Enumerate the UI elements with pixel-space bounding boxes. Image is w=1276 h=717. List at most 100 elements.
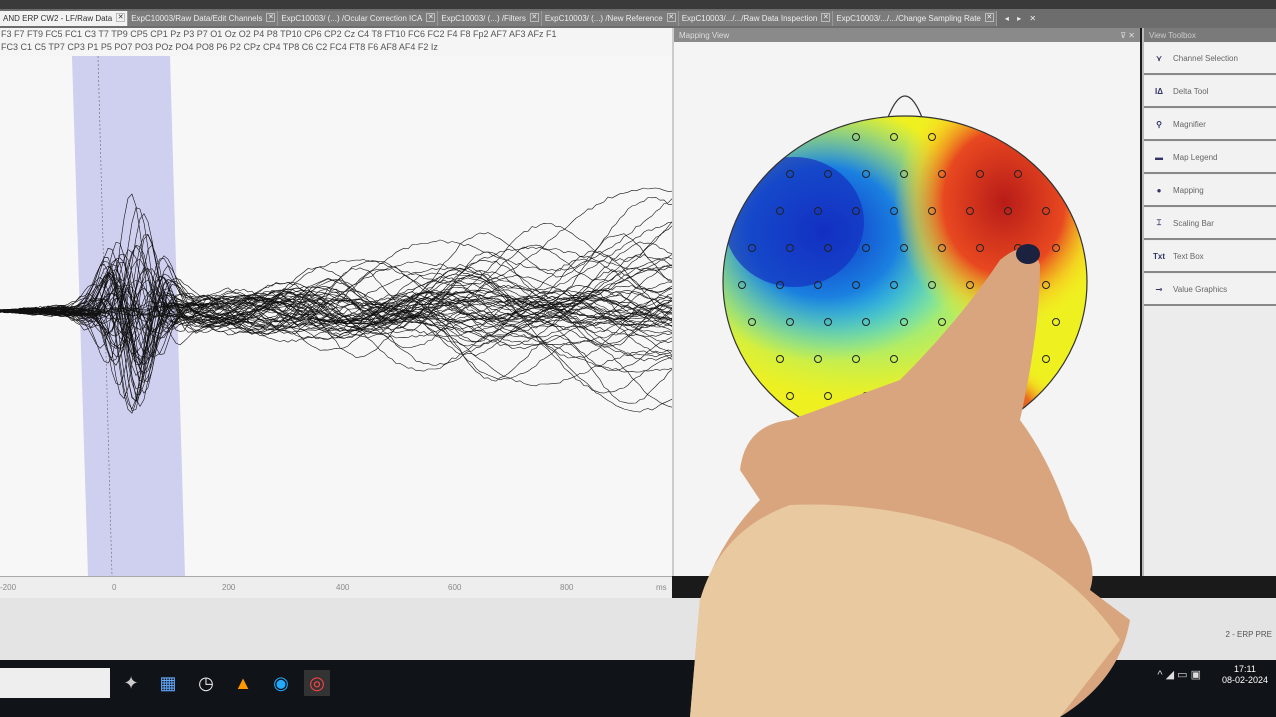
channel-list-line-1: F3 F7 FT9 FC5 FC1 C3 T7 TP9 CP5 CP1 Pz P… — [1, 29, 557, 39]
close-tab-icon[interactable]: ✕ — [266, 13, 276, 22]
channel-trace — [0, 248, 673, 408]
electrode-marker — [814, 207, 822, 215]
toolbox-item[interactable]: ⌶ Scaling Bar — [1144, 208, 1276, 240]
tick-label: 400 — [336, 583, 350, 592]
tab-navigation[interactable]: ◂ ▸ ✕ — [1004, 14, 1040, 23]
electrode-marker — [890, 207, 898, 215]
toolbox-item-label: Mapping — [1173, 185, 1204, 195]
toolbox-item-label: Value Graphics — [1173, 284, 1228, 294]
tab-label: ExpC10003/.../.../Change Sampling Rate — [836, 14, 981, 23]
tab[interactable]: ExpC10003/ (...) /Ocular Correction ICA ✕ — [278, 11, 439, 26]
toolbox-item-label: Magnifier — [1173, 119, 1206, 129]
channel-trace — [0, 257, 673, 360]
scaling-bar-icon: ⌶ — [1156, 218, 1162, 227]
channel-trace — [0, 299, 673, 323]
toolbox-item[interactable]: ⚲ Magnifier — [1144, 109, 1276, 141]
toolbox-item[interactable]: IΔ Delta Tool — [1144, 76, 1276, 108]
tick-label: -200 — [0, 583, 17, 592]
electrode-marker — [890, 133, 898, 141]
erp-butterfly-plot[interactable] — [0, 55, 673, 577]
magnifier-icon: ⚲ — [1156, 119, 1162, 129]
channel-trace — [0, 250, 673, 395]
app-icon[interactable]: ✦ — [123, 672, 139, 693]
pane-controls[interactable]: ⊽ ✕ — [1120, 31, 1135, 40]
electrode-marker — [1014, 170, 1022, 178]
tick-label: 0 — [112, 583, 117, 592]
clock[interactable]: 17:11 08-02-2024 — [1222, 664, 1268, 686]
close-tab-icon[interactable]: ✕ — [426, 13, 436, 22]
channel-trace — [0, 221, 673, 376]
toolbox-item[interactable]: ▬ Map Legend — [1144, 142, 1276, 174]
clock-date: 08-02-2024 — [1221, 675, 1268, 685]
map-legend-icon: ▬ — [1155, 152, 1163, 162]
close-tab-icon[interactable]: ✕ — [666, 13, 676, 22]
electrode-marker — [1042, 207, 1050, 215]
channel-trace — [0, 268, 673, 349]
tab[interactable]: AND ERP CW2 - LF/Raw Data ✕ — [0, 11, 129, 26]
tab-label: ExpC10003/ (...) /Filters — [441, 14, 526, 23]
channel-trace — [0, 234, 673, 366]
tick-label: 600 — [448, 583, 462, 592]
electrode-marker — [786, 170, 794, 178]
toolbox-item[interactable]: ⋎ Channel Selection — [1144, 43, 1276, 75]
channel-trace — [0, 249, 673, 339]
close-tab-icon[interactable]: ✕ — [116, 13, 126, 22]
toolbox-item[interactable]: Txt Text Box — [1144, 241, 1276, 273]
toolbox-item[interactable]: ● Mapping — [1144, 175, 1276, 207]
toolbox-item-label: Text Box — [1173, 251, 1204, 261]
channel-trace — [0, 285, 673, 335]
channel-trace — [0, 292, 673, 322]
electrode-marker — [966, 207, 974, 215]
time-axis: -200 0 200 400 600 800 ms — [0, 576, 672, 598]
close-tab-icon[interactable]: ✕ — [529, 13, 539, 22]
channel-trace — [0, 263, 673, 412]
channel-trace — [0, 264, 673, 394]
tab[interactable]: ExpC10003/.../.../Change Sampling Rate ✕ — [833, 11, 997, 26]
tab-label: AND ERP CW2 - LF/Raw Data — [3, 14, 113, 23]
tab[interactable]: ExpC10003/ (...) /Filters ✕ — [438, 11, 542, 26]
tick-label: 800 — [560, 583, 574, 592]
channel-trace — [0, 187, 673, 386]
calculator-icon[interactable]: ▦ — [159, 672, 177, 693]
electrode-marker — [776, 207, 784, 215]
close-tab-icon[interactable]: ✕ — [821, 13, 831, 22]
analyzer-icon[interactable]: ◎ — [304, 670, 330, 696]
channel-selection-icon: ⋎ — [1156, 53, 1162, 63]
toolbox-item-label: Channel Selection — [1173, 53, 1238, 63]
channel-trace — [0, 207, 673, 364]
tab[interactable]: ExpC10003/Raw Data/Edit Channels ✕ — [128, 11, 279, 26]
electrode-marker — [824, 170, 832, 178]
text-box-icon: Txt — [1153, 251, 1165, 261]
head-nose — [886, 95, 924, 121]
tab-label: ExpC10003/.../.../Raw Data Inspection — [681, 14, 818, 23]
mapping-view-header: Mapping View ⊽ ✕ — [674, 28, 1140, 42]
bottom-panel: 2 - ERP PRE — [0, 598, 1276, 660]
tick-label: 200 — [222, 583, 236, 592]
electrode-marker — [938, 170, 946, 178]
axis-unit: ms — [656, 583, 667, 592]
matlab-icon[interactable]: ▲ — [234, 672, 252, 693]
toolbox-item[interactable]: ⊸ Value Graphics — [1144, 274, 1276, 306]
channel-trace — [0, 287, 673, 358]
channel-trace — [0, 264, 673, 355]
channel-trace — [0, 278, 673, 337]
channel-trace — [0, 213, 673, 387]
channel-trace — [0, 267, 673, 357]
electrode-marker — [852, 133, 860, 141]
close-tab-icon[interactable]: ✕ — [984, 13, 994, 22]
topographic-map[interactable] — [674, 42, 1142, 576]
channel-trace — [0, 256, 673, 365]
toolbox-item-label: Delta Tool — [1173, 86, 1209, 96]
window-top-bar — [0, 0, 1276, 9]
edge-icon[interactable]: ◉ — [273, 672, 289, 693]
tab[interactable]: ExpC10003/ (...) /New Reference ✕ — [541, 11, 679, 26]
toolbox-item-label: Scaling Bar — [1173, 218, 1214, 228]
tab[interactable]: ExpC10003/.../.../Raw Data Inspection ✕ — [678, 11, 834, 26]
electrode-marker — [852, 207, 860, 215]
clock-app-icon[interactable]: ◷ — [198, 672, 214, 693]
taskbar: ✦ ▦ ◷ ▲ ◉ ◎ ^ ◢ ▭ ▣ 17:11 08-02-2024 — [0, 660, 1276, 717]
taskbar-search[interactable] — [0, 668, 110, 698]
mapping-icon: ● — [1156, 185, 1162, 195]
delta-tool-icon: IΔ — [1155, 86, 1163, 96]
system-tray[interactable]: ^ ◢ ▭ ▣ — [1157, 669, 1201, 681]
